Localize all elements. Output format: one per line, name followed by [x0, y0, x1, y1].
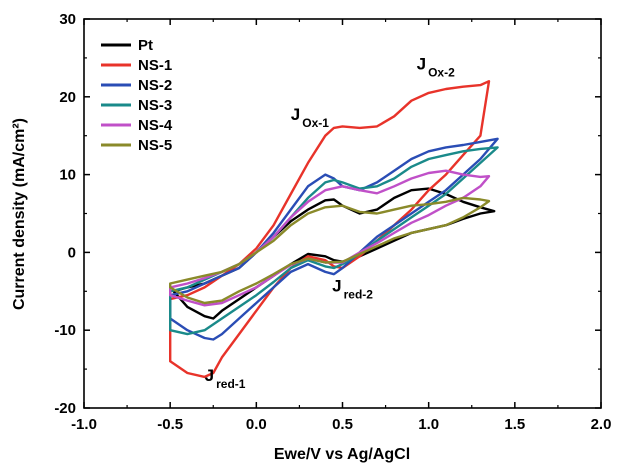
legend-label-ns-5: NS-5: [138, 137, 172, 154]
x-tick-label: 0.5: [332, 416, 353, 433]
legend-label-ns-2: NS-2: [138, 77, 172, 94]
legend: Pt NS-1 NS-2 NS-3 NS-4 NS-5: [101, 37, 173, 154]
series-line-ns-1: [169, 80, 491, 379]
peak-annotation: J Ox-2: [417, 55, 455, 80]
peak-annotation: J Ox-1: [291, 105, 329, 130]
x-tick-label: 0.0: [246, 416, 267, 433]
series-line-ns-2: [169, 137, 499, 341]
series-line-ns-4: [169, 169, 491, 307]
series-line-pt: [172, 187, 496, 320]
y-tick-label: 0: [68, 244, 76, 261]
legend-label-ns-4: NS-4: [138, 117, 173, 134]
y-tick-label: 30: [59, 11, 76, 28]
x-tick-label: -0.5: [157, 416, 183, 433]
x-tick-label: -1.0: [71, 416, 97, 433]
y-tick-label: 10: [59, 167, 76, 184]
legend-label-ns-3: NS-3: [138, 97, 172, 114]
y-tick-label: -20: [54, 400, 76, 417]
series-line-ns-5: [169, 196, 491, 305]
series-line-ns-3: [169, 146, 499, 336]
y-tick-label: -10: [54, 322, 76, 339]
y-tick-label: 20: [59, 89, 76, 106]
x-tick-label: 2.0: [591, 416, 612, 433]
axis-ticks: -1.0 -0.5 0.0 0.5 1.0 1.5 2.0 -20 -10 0 10 20 30: [54, 11, 611, 433]
x-tick-label: 1.0: [418, 416, 439, 433]
legend-label-pt: Pt: [138, 37, 153, 54]
x-axis-title: Ewe/V vs Ag/AgCl: [274, 446, 410, 463]
x-tick-label: 1.5: [504, 416, 525, 433]
y-axis-title: Current density (mA/cm²): [11, 118, 28, 310]
legend-label-ns-1: NS-1: [138, 57, 172, 74]
annotations: J Ox-1 J Ox-2 J red-2 J red-1: [205, 55, 455, 391]
plot-curves: [169, 80, 499, 379]
